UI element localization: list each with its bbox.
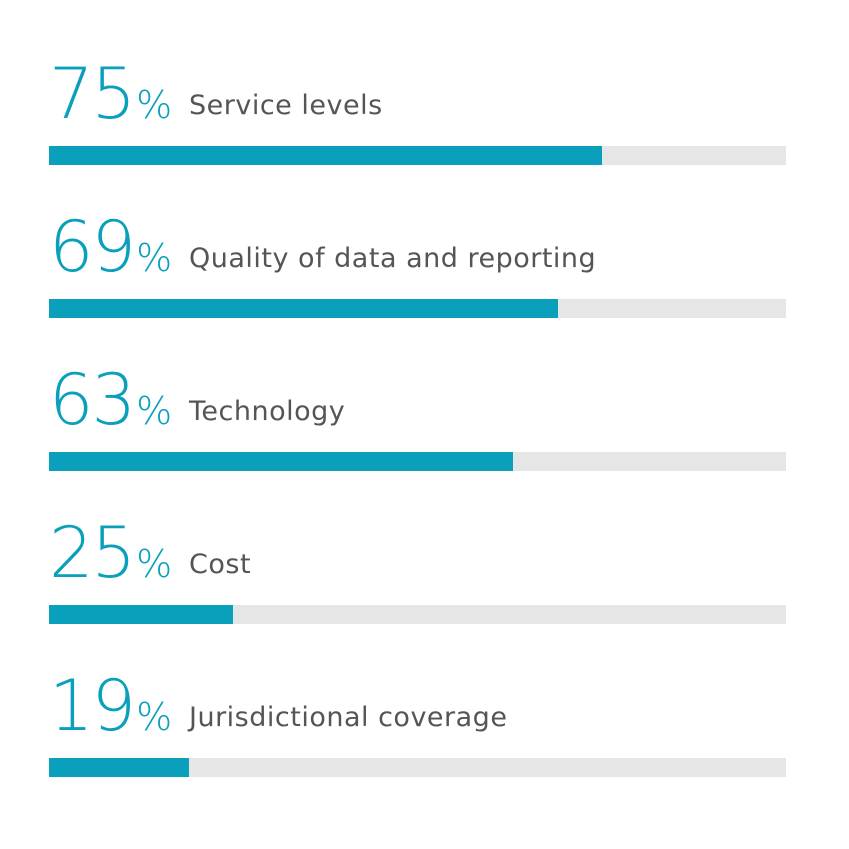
value-label: 19%: [49, 665, 172, 747]
bar: [49, 299, 558, 318]
value-number: 19: [49, 665, 136, 747]
bar-row: 69% Quality of data and reporting: [49, 206, 786, 336]
bar: [49, 146, 602, 165]
value-number: 69: [49, 206, 136, 288]
category-label: Cost: [189, 549, 252, 580]
bar-track: [49, 605, 786, 624]
value-unit: %: [136, 83, 173, 127]
bar-track: [49, 299, 786, 318]
value-unit: %: [136, 542, 173, 586]
bar-row: 63% Technology: [49, 359, 786, 489]
bar-row: 19% Jurisdictional coverage: [49, 665, 786, 795]
value-number: 75: [49, 53, 136, 135]
value-unit: %: [136, 236, 173, 280]
bar: [49, 758, 189, 777]
category-label: Quality of data and reporting: [189, 243, 597, 274]
bar-row: 75% Service levels: [49, 53, 786, 183]
value-number: 63: [49, 359, 136, 441]
value-label: 75%: [49, 53, 172, 135]
bar: [49, 605, 233, 624]
category-label: Service levels: [189, 90, 383, 121]
category-label: Jurisdictional coverage: [189, 702, 508, 733]
value-label: 69%: [49, 206, 172, 288]
bar-track: [49, 452, 786, 471]
value-number: 25: [49, 512, 136, 594]
bar-track: [49, 146, 786, 165]
bar-row: 25% Cost: [49, 512, 786, 642]
value-label: 25%: [49, 512, 172, 594]
value-label: 63%: [49, 359, 172, 441]
category-label: Technology: [189, 396, 346, 427]
value-unit: %: [136, 389, 173, 433]
bar: [49, 452, 513, 471]
bar-track: [49, 758, 786, 777]
value-unit: %: [136, 695, 173, 739]
